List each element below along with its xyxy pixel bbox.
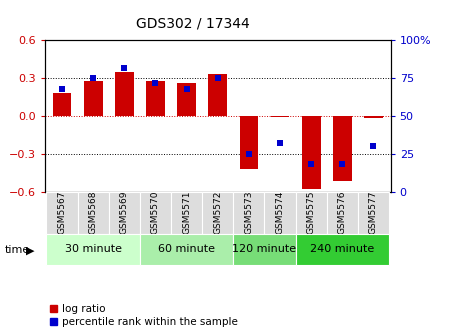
Bar [202,192,233,234]
Bar [115,72,134,116]
Text: 240 minute: 240 minute [310,245,374,254]
Bar [233,192,264,234]
Bar [271,116,290,117]
Bar [364,116,383,119]
Bar [84,81,102,116]
Bar [295,234,389,265]
Text: ▶: ▶ [26,245,35,255]
Text: GSM5574: GSM5574 [276,191,285,234]
Bar [46,234,140,265]
Bar [333,116,352,181]
Text: GSM5572: GSM5572 [213,191,222,234]
Text: GSM5577: GSM5577 [369,191,378,234]
Text: GSM5573: GSM5573 [244,191,253,234]
Bar [140,192,171,234]
Text: GDS302 / 17344: GDS302 / 17344 [136,17,250,31]
Text: GSM5567: GSM5567 [57,191,66,234]
Bar [295,192,327,234]
Text: GSM5571: GSM5571 [182,191,191,234]
Bar [302,116,321,189]
Bar [46,192,78,234]
Text: GSM5570: GSM5570 [151,191,160,234]
Bar [327,192,358,234]
Bar [171,192,202,234]
Bar [140,234,233,265]
Bar [177,83,196,116]
Text: GSM5569: GSM5569 [120,191,129,234]
Text: GSM5575: GSM5575 [307,191,316,234]
Text: 120 minute: 120 minute [233,245,296,254]
Text: GSM5568: GSM5568 [89,191,98,234]
Bar [233,234,295,265]
Text: GSM5576: GSM5576 [338,191,347,234]
Bar [109,192,140,234]
Bar [240,116,258,169]
Bar [358,192,389,234]
Bar [53,93,71,116]
Text: 30 minute: 30 minute [65,245,122,254]
Bar [264,192,295,234]
Bar [146,81,165,116]
Text: time: time [4,245,30,255]
Bar [208,74,227,116]
Legend: log ratio, percentile rank within the sample: log ratio, percentile rank within the sa… [50,304,238,327]
Text: 60 minute: 60 minute [158,245,215,254]
Bar [78,192,109,234]
